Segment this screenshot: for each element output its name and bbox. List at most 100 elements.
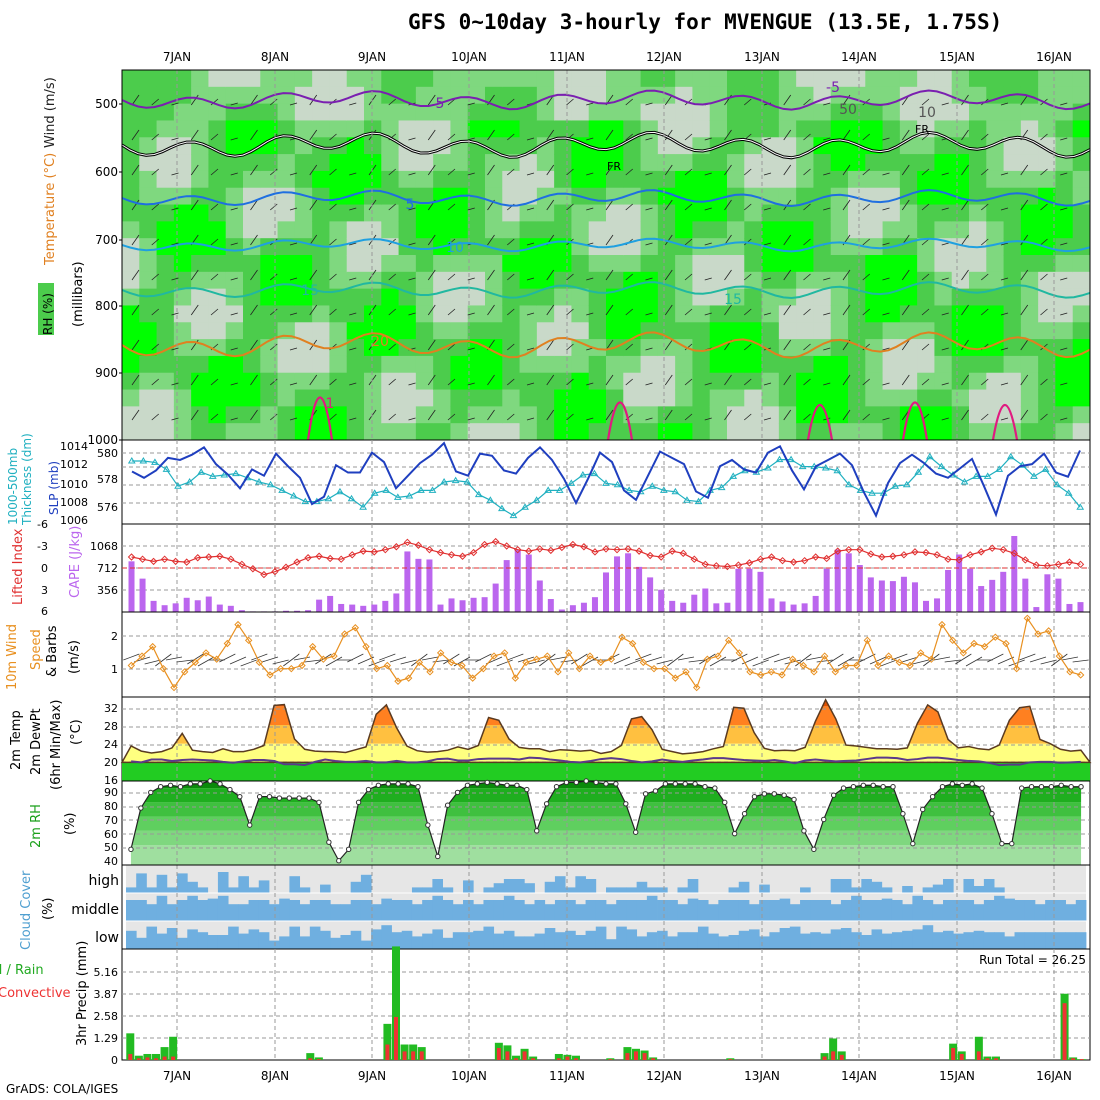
rh2m-point — [722, 799, 728, 806]
rh-contour-cell — [139, 221, 158, 239]
cloud-cell-low — [667, 936, 678, 949]
rh-contour-cell — [1055, 187, 1074, 206]
rh-contour-cell — [277, 221, 296, 239]
rh-contour-cell — [294, 271, 313, 290]
wind10-axis-label-3: & Barbs — [45, 625, 60, 677]
rh-contour-cell — [191, 103, 209, 121]
wind-barb — [901, 199, 910, 211]
rh-contour-cell — [969, 355, 987, 374]
rh-contour-cell — [1055, 137, 1074, 155]
wind-barb — [625, 168, 634, 176]
rh-contour-cell — [450, 204, 469, 222]
wind-barb — [506, 343, 515, 351]
rh-contour-cell — [156, 221, 175, 239]
rh-contour-cell — [1020, 355, 1039, 374]
rh-contour-cell — [467, 238, 486, 256]
rh-contour-cell — [709, 238, 728, 256]
rh-contour-cell — [277, 389, 296, 407]
wind-barb — [309, 269, 318, 281]
rh-contour-cell — [450, 322, 469, 340]
rh-contour-cell — [657, 70, 676, 88]
cloud-cell-middle — [973, 904, 985, 921]
wind-barb — [803, 133, 811, 141]
rh-contour-cell — [778, 322, 797, 340]
precip-convective-bar — [634, 1051, 638, 1060]
cloud-cell-middle — [136, 900, 147, 921]
cape-bar — [956, 554, 963, 612]
wind10-point — [468, 674, 477, 682]
cape-bar — [1033, 607, 1040, 612]
rh-contour-cell — [865, 154, 884, 172]
precip-convective-bar — [1079, 1059, 1084, 1060]
rh-contour-cell — [381, 288, 400, 306]
wind10-point — [234, 620, 242, 629]
cloud-cell-middle — [1065, 904, 1077, 921]
cloud-cell-high — [871, 881, 883, 893]
rh-contour-cell — [364, 305, 382, 323]
rh-contour-cell — [502, 221, 521, 239]
wind-barb — [506, 133, 515, 141]
wind-barb — [210, 238, 219, 246]
wind10-point — [287, 664, 296, 673]
lifted-index-point — [800, 556, 809, 565]
temp-15-contour — [121, 281, 1091, 300]
thickness-point — [174, 482, 182, 489]
wind-barb — [763, 172, 772, 176]
rh-contour-cell — [899, 389, 918, 407]
wind10-point — [1012, 664, 1021, 673]
wind-barb — [664, 339, 673, 351]
wind-barb — [388, 168, 397, 176]
rh-contour-cell — [415, 355, 434, 374]
wind10-barb — [635, 653, 652, 661]
wind-barb — [625, 378, 634, 386]
rh-contour-cell — [796, 271, 814, 290]
cloud-cell-low — [503, 930, 515, 949]
cape-bar — [459, 600, 466, 612]
cloud-cell-low — [994, 932, 1005, 949]
rh-contour-cell — [623, 305, 642, 323]
rh-contour-cell — [657, 406, 676, 424]
wind-barb — [980, 133, 989, 141]
cloud-cell-low — [912, 929, 923, 949]
lifted-index-point — [227, 555, 235, 563]
wind-barb — [408, 172, 416, 176]
cape-bar — [934, 598, 941, 612]
wind10-barb — [1029, 656, 1047, 663]
rh-contour-cell — [761, 120, 780, 138]
rh2m-point — [989, 811, 995, 817]
rh-contour-cell — [1072, 204, 1091, 222]
thickness-point — [370, 489, 379, 496]
thickness-point — [1006, 452, 1015, 460]
wind-barb — [309, 164, 318, 176]
lifted-index-point — [977, 548, 985, 556]
wind-barb — [704, 312, 712, 316]
rh-contour-cell — [606, 204, 624, 222]
rh2m-point — [672, 781, 678, 787]
rh-contour-cell — [865, 271, 884, 290]
wind-barb — [882, 172, 890, 176]
rh-contour-cell — [830, 103, 849, 121]
rh-contour-cell — [398, 120, 417, 138]
rh-contour-cell — [294, 187, 313, 206]
rh-contour-cell — [571, 271, 590, 290]
rh-contour-cell — [675, 120, 693, 138]
rh-contour-cell — [519, 372, 538, 391]
rh-contour-cell — [761, 238, 780, 256]
wind-barb — [783, 129, 792, 141]
rh-contour-cell — [173, 305, 192, 323]
rh-contour-cell — [657, 204, 676, 222]
wind-barb — [171, 417, 179, 421]
wind-barb — [586, 382, 594, 386]
wind10-barb — [453, 656, 471, 667]
wind10-barb — [400, 659, 417, 665]
wind-barb — [921, 203, 930, 211]
wind10-barb — [144, 659, 161, 665]
rh-contour-cell — [1003, 389, 1022, 407]
rh-contour-cell — [519, 322, 538, 340]
wind10-barb — [507, 653, 524, 661]
rh-contour-cell — [882, 120, 901, 138]
wind-barb — [1060, 207, 1068, 211]
rh-contour-cell — [1072, 120, 1091, 138]
cloud-cell-middle — [1045, 900, 1056, 921]
cloud-cell-high — [544, 881, 556, 893]
